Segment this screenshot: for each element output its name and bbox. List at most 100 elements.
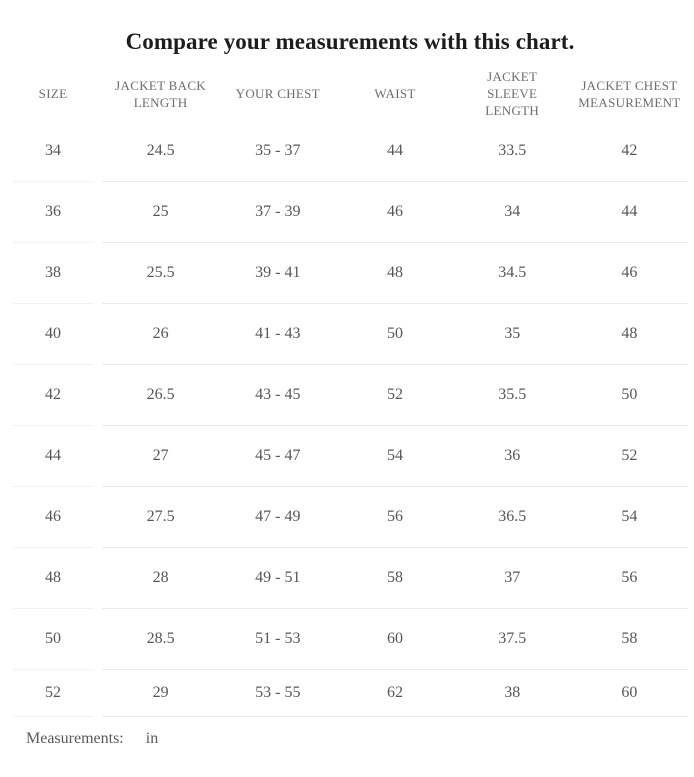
table-row: 48 28 49 - 51 58 37 56 (12, 548, 688, 609)
jacket-chest-measurement-cell: 48 (621, 324, 638, 342)
jacket-chest-measurement-cell: 58 (621, 629, 638, 647)
size-value-cell: 34 (12, 121, 94, 182)
header-cell-waist: WAIST (336, 85, 453, 102)
measurements-label: Measurements: (26, 729, 124, 747)
your-chest-cell: 43 - 45 (255, 385, 301, 403)
jacket-back-length-cell: 27.5 (146, 507, 175, 525)
your-chest-cell: 47 - 49 (255, 507, 301, 525)
header-cell-jacket-chest-measurement: JACKET CHEST MEASUREMENT (571, 77, 688, 111)
header-cell-jacket-sleeve-length: JACKET SLEEVE LENGTH (454, 68, 571, 119)
jacket-sleeve-length-cell: 33.5 (498, 141, 527, 159)
jacket-sleeve-length-cell: 36.5 (498, 507, 527, 525)
size-value-cell: 38 (12, 243, 94, 304)
jacket-back-length-cell: 28.5 (146, 629, 175, 647)
jacket-back-length-cell: 26 (152, 324, 169, 342)
header-label: JACKET CHEST MEASUREMENT (578, 77, 681, 110)
header-row-rest: JACKET BACK LENGTH YOUR CHEST WAIST JACK… (102, 67, 688, 121)
page-title: Compare your measurements with this char… (125, 29, 575, 54)
waist-cell: 46 (387, 202, 403, 220)
table-row: 34 24.5 35 - 37 44 33.5 42 (12, 121, 688, 182)
row-measurements: 26 41 - 43 50 35 48 (102, 304, 688, 365)
table-row: 36 25 37 - 39 46 34 44 (12, 182, 688, 243)
jacket-back-length-cell: 25.5 (146, 263, 175, 281)
jacket-sleeve-length-cell: 37 (504, 568, 521, 586)
waist-cell: 44 (387, 141, 403, 159)
row-measurements: 28 49 - 51 58 37 56 (102, 548, 688, 609)
jacket-back-length-cell: 29 (152, 683, 169, 701)
jacket-back-length-cell: 24.5 (146, 141, 175, 159)
jacket-back-length-cell: 25 (152, 202, 169, 220)
size-value-cell: 40 (12, 304, 94, 365)
your-chest-cell: 49 - 51 (255, 568, 301, 586)
your-chest-cell: 51 - 53 (255, 629, 301, 647)
jacket-sleeve-length-cell: 36 (504, 446, 521, 464)
table-body: 34 24.5 35 - 37 44 33.5 42 36 25 37 - 39… (12, 121, 688, 717)
waist-cell: 56 (387, 507, 403, 525)
jacket-chest-measurement-cell: 60 (621, 683, 638, 701)
size-value-cell: 36 (12, 182, 94, 243)
row-measurements: 28.5 51 - 53 60 37.5 58 (102, 609, 688, 670)
size-value-cell: 48 (12, 548, 94, 609)
header-cell-size: SIZE (12, 67, 94, 121)
table-row: 42 26.5 43 - 45 52 35.5 50 (12, 365, 688, 426)
jacket-chest-measurement-cell: 50 (621, 385, 638, 403)
your-chest-cell: 41 - 43 (255, 324, 301, 342)
waist-cell: 54 (387, 446, 403, 464)
table-row: 40 26 41 - 43 50 35 48 (12, 304, 688, 365)
header-label: JACKET SLEEVE LENGTH (485, 69, 540, 119)
waist-cell: 60 (387, 629, 403, 647)
jacket-sleeve-length-cell: 34.5 (498, 263, 527, 281)
jacket-back-length-cell: 27 (152, 446, 169, 464)
row-measurements: 27 45 - 47 54 36 52 (102, 426, 688, 487)
jacket-sleeve-length-cell: 37.5 (498, 629, 527, 647)
your-chest-cell: 37 - 39 (255, 202, 301, 220)
header-label: WAIST (374, 86, 416, 102)
row-measurements: 25 37 - 39 46 34 44 (102, 182, 688, 243)
jacket-sleeve-length-cell: 34 (504, 202, 521, 220)
row-measurements: 25.5 39 - 41 48 34.5 46 (102, 243, 688, 304)
table-row: 44 27 45 - 47 54 36 52 (12, 426, 688, 487)
jacket-back-length-cell: 28 (152, 568, 169, 586)
row-measurements: 24.5 35 - 37 44 33.5 42 (102, 121, 688, 182)
waist-cell: 58 (387, 568, 403, 586)
measurements-note: Measurements: in (12, 730, 688, 748)
jacket-sleeve-length-cell: 35 (504, 324, 521, 342)
jacket-chest-measurement-cell: 54 (621, 507, 638, 525)
table-row: 38 25.5 39 - 41 48 34.5 46 (12, 243, 688, 304)
size-value-cell: 44 (12, 426, 94, 487)
jacket-chest-measurement-cell: 42 (621, 141, 638, 159)
measurements-unit: in (145, 729, 159, 747)
row-measurements: 26.5 43 - 45 52 35.5 50 (102, 365, 688, 426)
header-cell-jacket-back-length: JACKET BACK LENGTH (102, 77, 219, 111)
header-label: SIZE (38, 86, 68, 102)
your-chest-cell: 53 - 55 (255, 683, 301, 701)
your-chest-cell: 35 - 37 (255, 141, 301, 159)
your-chest-cell: 39 - 41 (255, 263, 301, 281)
header-label: JACKET BACK LENGTH (115, 77, 206, 110)
size-value-cell: 50 (12, 609, 94, 670)
size-value-cell: 46 (12, 487, 94, 548)
row-measurements: 29 53 - 55 62 38 60 (102, 670, 688, 717)
table-row: 50 28.5 51 - 53 60 37.5 58 (12, 609, 688, 670)
waist-cell: 50 (387, 324, 403, 342)
row-measurements: 27.5 47 - 49 56 36.5 54 (102, 487, 688, 548)
jacket-back-length-cell: 26.5 (146, 385, 175, 403)
jacket-chest-measurement-cell: 56 (621, 568, 638, 586)
jacket-chest-measurement-cell: 46 (621, 263, 638, 281)
table-row: 46 27.5 47 - 49 56 36.5 54 (12, 487, 688, 548)
waist-cell: 52 (387, 385, 403, 403)
waist-cell: 62 (387, 683, 403, 701)
jacket-sleeve-length-cell: 38 (504, 683, 521, 701)
waist-cell: 48 (387, 263, 403, 281)
jacket-chest-measurement-cell: 44 (621, 202, 638, 220)
your-chest-cell: 45 - 47 (255, 446, 301, 464)
table-row: 52 29 53 - 55 62 38 60 (12, 670, 688, 717)
jacket-sleeve-length-cell: 35.5 (498, 385, 527, 403)
table-header-row: SIZE JACKET BACK LENGTH YOUR CHEST WAIST… (12, 67, 688, 121)
header-cell-your-chest: YOUR CHEST (219, 85, 336, 102)
size-value-cell: 52 (12, 670, 94, 717)
size-chart-page: Compare your measurements with this char… (0, 28, 694, 777)
header-label: YOUR CHEST (235, 86, 320, 102)
size-value-cell: 42 (12, 365, 94, 426)
jacket-chest-measurement-cell: 52 (621, 446, 638, 464)
